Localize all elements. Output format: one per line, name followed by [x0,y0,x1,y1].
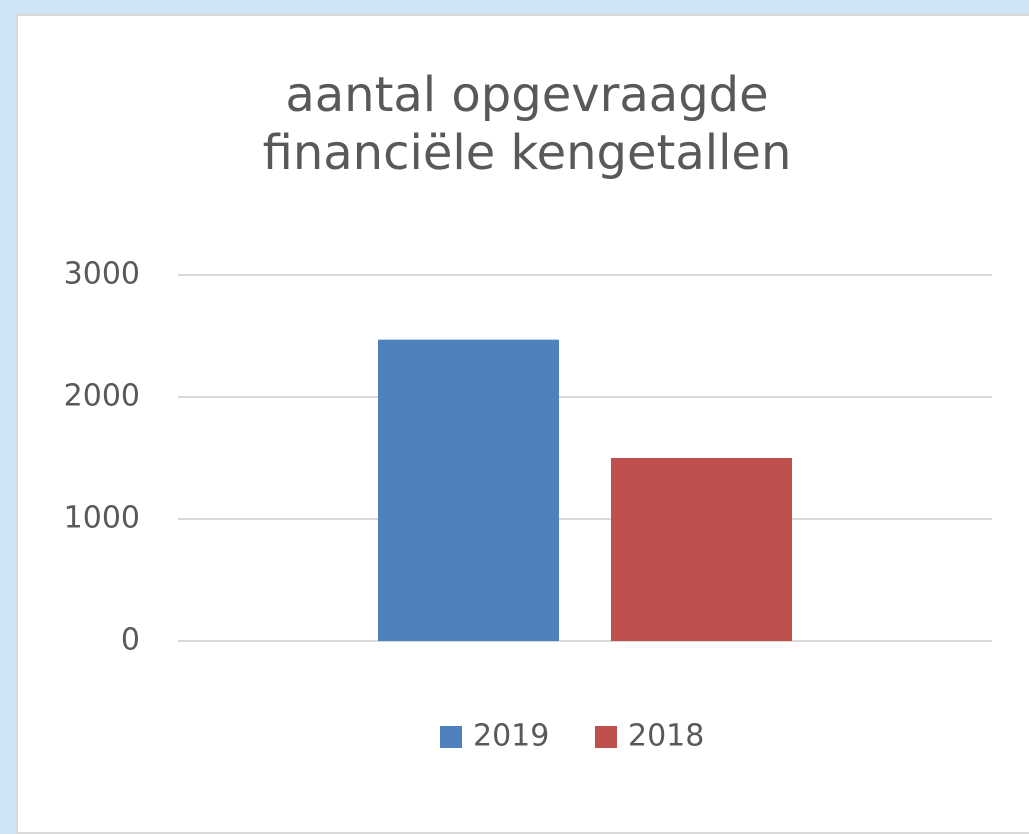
y-tick-label: 0 [121,623,140,658]
y-tick-label: 3000 [64,257,140,292]
legend-label: 2018 [628,719,704,754]
bar [611,458,792,641]
bar [378,339,559,641]
y-tick-label: 1000 [64,501,140,536]
chart: 0 1000 2000 3000 2019 2018 [64,257,992,754]
legend-swatch [440,726,462,748]
y-tick-label: 2000 [64,379,140,414]
chart-title: aantal opgevraagde financiële kengetalle… [262,67,792,181]
legend-label: 2019 [473,719,549,754]
legend-swatch [595,726,617,748]
page: 0 1000 2000 3000 2019 2018 aantal opgevraagde… [16,14,1029,834]
